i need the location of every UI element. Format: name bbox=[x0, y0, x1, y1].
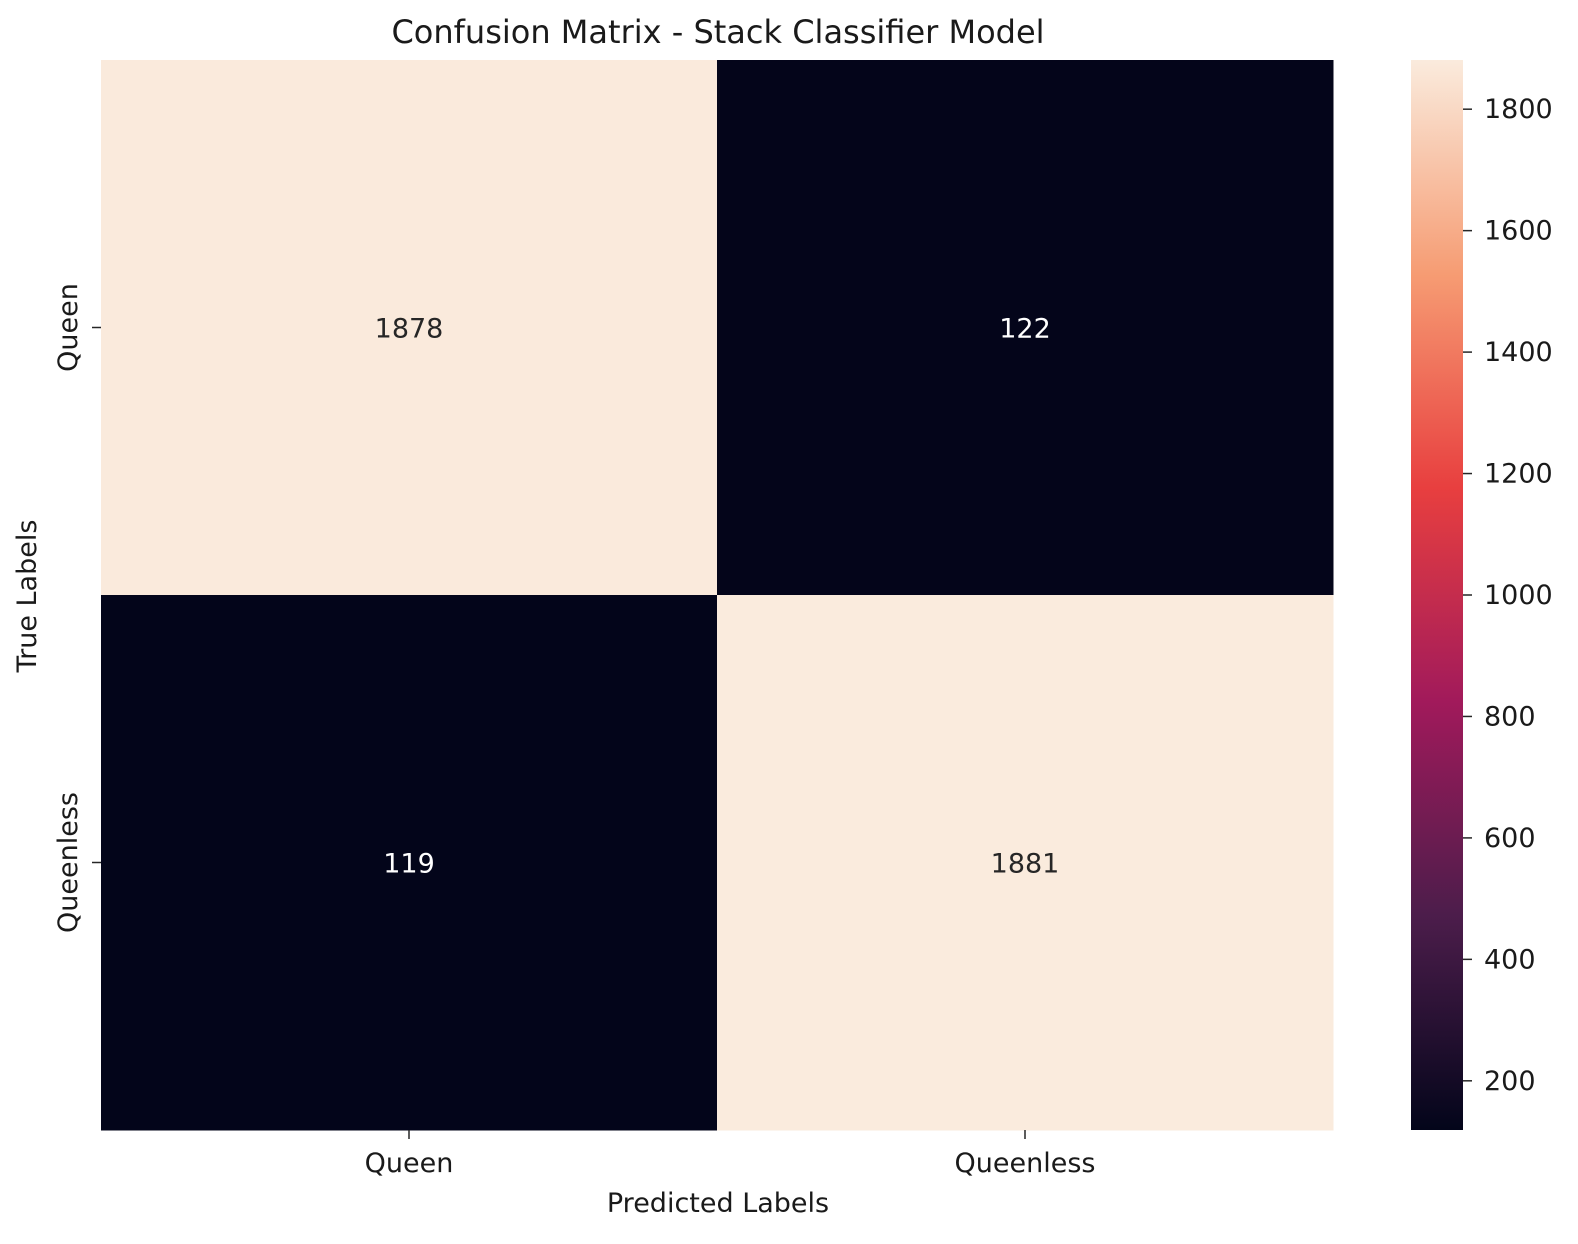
x-axis-label: Predicted Labels bbox=[607, 1188, 829, 1219]
x-tick-label: Queen bbox=[365, 1148, 454, 1179]
y-axis-label: True Labels bbox=[12, 520, 43, 674]
x-axis: Queen Queenless bbox=[365, 1130, 1096, 1179]
colorbar-tick-label: 600 bbox=[1484, 823, 1536, 854]
colorbar: 200 400 600 800 1000 1200 1400 1600 1800 bbox=[1411, 60, 1553, 1130]
heatmap-cells bbox=[101, 60, 1334, 1131]
heatmap-cell-value: 1878 bbox=[375, 314, 444, 345]
colorbar-tick-label: 1200 bbox=[1484, 459, 1553, 490]
heatmap-cell-value: 122 bbox=[999, 314, 1051, 345]
y-axis: Queen Queenless bbox=[53, 283, 101, 933]
y-tick-label: Queenless bbox=[53, 792, 84, 933]
heatmap-cell bbox=[717, 595, 1334, 1131]
colorbar-tick-label: 1000 bbox=[1484, 580, 1553, 611]
heatmap-cell bbox=[101, 595, 718, 1131]
chart-title: Confusion Matrix - Stack Classifier Mode… bbox=[391, 13, 1044, 51]
heatmap-cell-value: 119 bbox=[383, 849, 435, 880]
heatmap-cell-value: 1881 bbox=[991, 849, 1060, 880]
colorbar-tick-label: 800 bbox=[1484, 701, 1536, 732]
colorbar-tick-label: 1400 bbox=[1484, 337, 1553, 368]
colorbar-tick-label: 200 bbox=[1484, 1066, 1536, 1097]
colorbar-ticks: 200 400 600 800 1000 1200 1400 1600 1800 bbox=[1463, 94, 1553, 1097]
x-tick-label: Queenless bbox=[955, 1148, 1096, 1179]
colorbar-gradient bbox=[1411, 60, 1463, 1130]
heatmap-cell bbox=[717, 60, 1334, 596]
colorbar-tick-label: 1800 bbox=[1484, 94, 1553, 125]
y-tick-label: Queen bbox=[53, 283, 84, 372]
colorbar-tick-label: 400 bbox=[1484, 944, 1536, 975]
heatmap-cell bbox=[101, 60, 718, 596]
colorbar-tick-label: 1600 bbox=[1484, 216, 1553, 247]
heatmap-cell-labels: 1878 122 119 1881 bbox=[375, 314, 1060, 880]
